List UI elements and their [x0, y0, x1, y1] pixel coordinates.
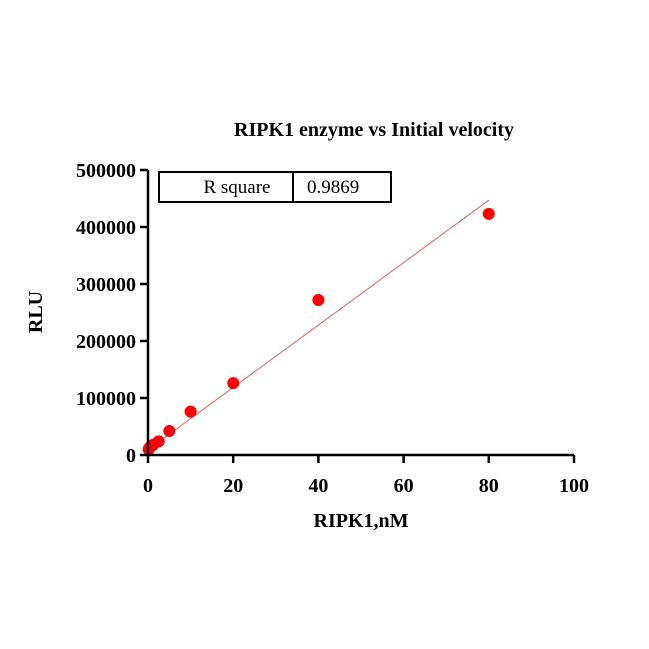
data-point-8 — [312, 293, 325, 306]
x-axis-label: RIPK1,nM — [314, 510, 409, 532]
axes: 0 100000 200000 300000 400000 500000 0 20 40 60 80… — [76, 160, 589, 497]
r-square-table: R square 0.9869 — [158, 171, 392, 203]
data-point-6 — [184, 405, 197, 418]
y-tick-label-0: 0 — [126, 445, 136, 467]
data-point-5 — [163, 425, 176, 438]
y-tick-label-2: 200000 — [76, 331, 136, 353]
r-square-table-border — [158, 171, 392, 203]
x-tick-label-3: 60 — [394, 475, 414, 497]
x-tick-label-4: 80 — [479, 475, 499, 497]
y-tick-label-1: 100000 — [76, 388, 136, 410]
data-point-9 — [482, 207, 495, 220]
data-points — [142, 207, 495, 456]
data-point-7 — [227, 377, 240, 390]
y-tick-label-5: 500000 — [76, 160, 136, 182]
fit-line — [147, 199, 490, 451]
x-tick-label-2: 40 — [308, 475, 328, 497]
fit-line-layer — [147, 199, 490, 451]
chart-title: RIPK1 enzyme vs Initial velocity — [234, 119, 514, 141]
data-point-4 — [152, 435, 165, 448]
x-tick-label-0: 0 — [143, 475, 153, 497]
x-tick-label-1: 20 — [223, 475, 243, 497]
y-tick-label-4: 400000 — [76, 217, 136, 239]
r-square-label: R square — [203, 177, 270, 198]
y-axis-label: RLU — [25, 291, 47, 333]
r-square-value: 0.9869 — [307, 177, 359, 198]
x-tick-label-5: 100 — [559, 475, 589, 497]
y-tick-label-3: 300000 — [76, 274, 136, 296]
